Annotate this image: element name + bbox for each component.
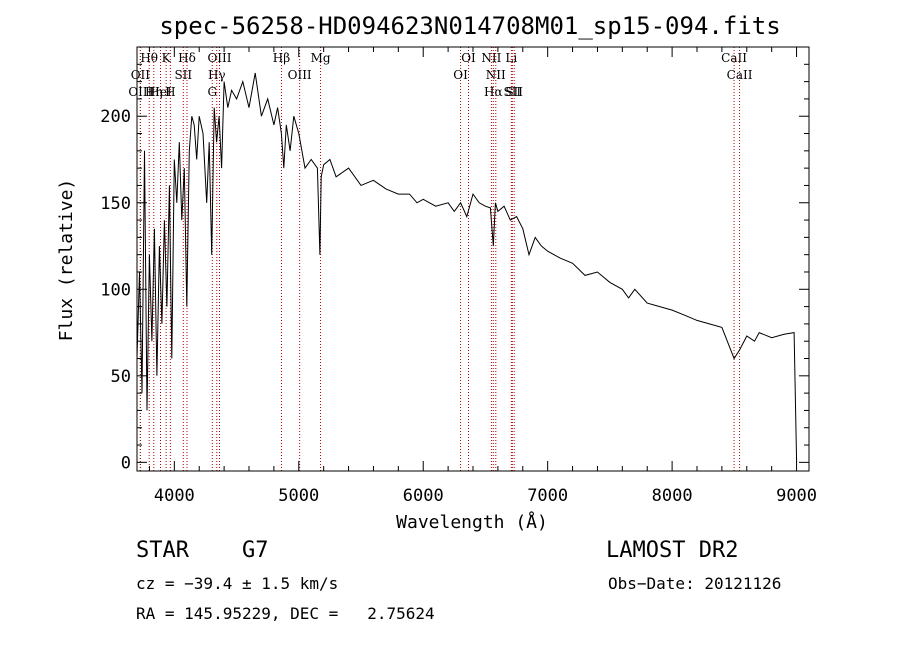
y-tick-label-0: 0 [121,453,131,473]
x-tick-label-2: 6000 [403,486,444,506]
line-label-0: Hθ [140,51,158,65]
x-axis-ticks: 4000 5000 6000 7000 8000 9000 [148,47,817,506]
flux-series [136,72,798,463]
line-label-17: NII [481,51,501,65]
object-class: STAR [136,538,189,563]
observation-date: Obs−Date: 20121126 [608,574,782,593]
y-tick-label-1: 50 [111,367,131,387]
line-label-18: NII [486,68,506,82]
subclass: G7 [242,538,269,563]
y-axis-label: Flux (relative) [56,179,77,342]
chart-title: spec-56258-HD094623N014708M01_sp15-094.f… [159,12,780,40]
line-label-4: HeI [149,85,172,99]
line-label-9: OIII [207,51,231,65]
line-label-19: Hα [484,85,503,99]
line-label-14: Hβ [273,51,290,65]
line-label-24: CaII [727,68,753,82]
x-tick-label-5: 9000 [776,486,817,506]
x-tick-label-0: 4000 [154,486,195,506]
line-label-20: Li [505,51,517,65]
y-tick-label-3: 150 [100,194,131,214]
survey-name: LAMOST DR2 [606,538,739,563]
x-tick-label-1: 5000 [278,486,319,506]
line-label-21: SII [503,85,521,99]
x-tick-label-3: 7000 [527,486,568,506]
x-axis-label: Wavelength (Å) [396,511,548,533]
line-label-22: SII [505,85,523,99]
redshift-cz: cz = −39.4 ± 1.5 km/s [136,574,339,593]
y-tick-label-2: 100 [100,280,131,300]
line-label-11: G [207,85,217,99]
line-label-13: OIII [288,68,312,82]
line-label-8: H [165,85,175,99]
plot-frame [136,46,810,472]
y-tick-label-4: 200 [100,107,131,127]
line-label-2: OIII [128,85,152,99]
line-label-15: OI [461,51,476,65]
line-label-7: SII [174,68,192,82]
line-label-6: Hδ [178,51,196,65]
ra-dec: RA = 145.95229, DEC = 2.75624 [136,604,435,623]
line-label-12: Mg [311,51,331,65]
y-axis-ticks: 0 50 100 150 200 [100,63,809,473]
line-label-10: Hγ [208,68,226,82]
line-label-3: K [162,51,172,65]
line-label-16: OI [453,68,468,82]
series-line-0 [136,72,798,463]
line-label-23: CaII [721,51,747,65]
x-tick-label-4: 8000 [652,486,693,506]
line-label-5: Hη [145,85,163,99]
